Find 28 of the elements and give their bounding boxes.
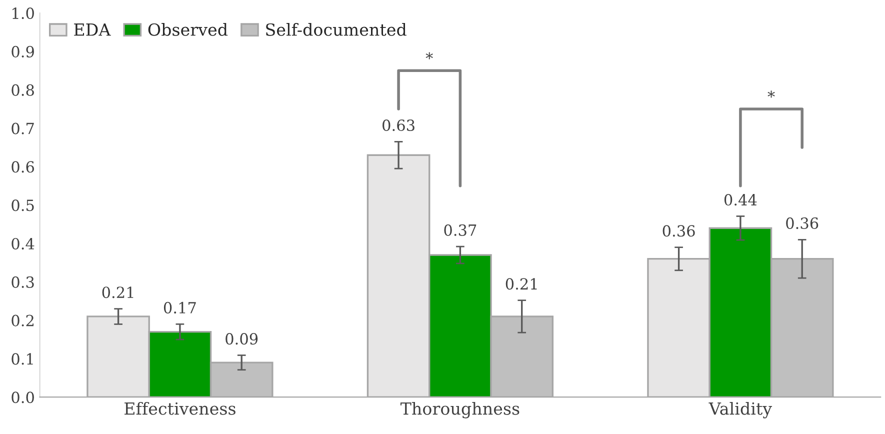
y-tick-label: 0.9	[12, 46, 34, 58]
y-tick-label: 0.0	[12, 392, 34, 404]
data-label: 0.36	[662, 225, 695, 237]
annotation: *	[426, 52, 433, 60]
data-label: 0.21	[102, 286, 134, 298]
y-tick-label: 0.6	[12, 161, 34, 173]
y-tick-label: 0.3	[12, 276, 34, 288]
annotation: *	[768, 90, 775, 98]
y-tick-label: 0.4	[12, 238, 34, 250]
x-tick-label: Effectiveness	[124, 402, 236, 415]
data-label: 0.44	[724, 194, 757, 206]
y-tick-label: 0.2	[12, 314, 34, 326]
y-tick-label: 0.5	[12, 200, 34, 212]
y-tick-label: 1.0	[12, 7, 34, 20]
data-label: 0.21	[506, 278, 537, 290]
legend-label: Self-documented	[266, 23, 406, 36]
data-label: 0.36	[786, 217, 818, 229]
legend-label: EDA	[74, 24, 111, 36]
data-label: 0.17	[164, 302, 196, 314]
y-tick-label: 0.1	[12, 353, 33, 365]
data-label: 0.63	[382, 119, 414, 132]
y-tick-label: 0.7	[12, 122, 34, 134]
legend-label: Observed	[148, 23, 228, 36]
data-label: 0.09	[226, 333, 258, 345]
data-label: 0.37	[444, 224, 476, 236]
x-tick-label: Thoroughness	[400, 402, 520, 418]
x-tick-label: Validity	[708, 402, 772, 418]
y-tick-label: 0.8	[12, 84, 34, 96]
